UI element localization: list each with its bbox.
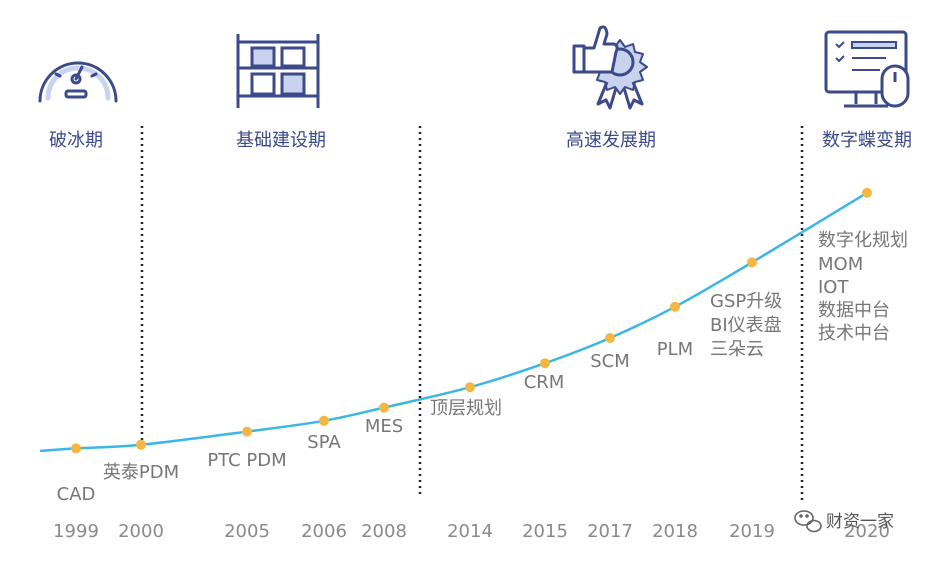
x-tick-2015: 2015 bbox=[522, 521, 568, 542]
phase-label-1: 基础建设期 bbox=[236, 130, 326, 151]
data-point-2008 bbox=[379, 402, 389, 413]
list-2020-item-3: 数据中台 bbox=[818, 300, 890, 321]
point-label-ptc-pdm: PTC PDM bbox=[207, 450, 286, 471]
data-point-2014 bbox=[465, 382, 475, 393]
list-2020-item-2: IOT bbox=[818, 277, 849, 298]
data-point-2005 bbox=[242, 426, 252, 437]
data-point-2020 bbox=[862, 187, 872, 198]
speedometer-icon bbox=[38, 61, 118, 103]
x-tick-2005: 2005 bbox=[224, 521, 270, 542]
point-label-plm: PLM bbox=[657, 339, 693, 360]
point-label-scm: SCM bbox=[590, 351, 630, 372]
list-2019-item-2: 三朵云 bbox=[710, 339, 764, 360]
x-tick-2006: 2006 bbox=[301, 521, 347, 542]
computer-mouse-icon bbox=[824, 30, 910, 108]
x-tick-2020: 2020 bbox=[844, 521, 890, 542]
phase-label-3: 数字蝶变期 bbox=[822, 130, 912, 151]
point-label-cad: CAD bbox=[57, 484, 96, 505]
list-2019-item-0: GSP升级 bbox=[710, 291, 782, 312]
x-tick-1999: 1999 bbox=[53, 521, 99, 542]
point-label-mes: MES bbox=[365, 416, 403, 437]
x-tick-2014: 2014 bbox=[447, 521, 493, 542]
x-tick-2018: 2018 bbox=[652, 521, 698, 542]
point-label-spa: SPA bbox=[307, 432, 341, 453]
data-point-2006 bbox=[319, 415, 329, 426]
warehouse-shelf-icon bbox=[236, 34, 320, 108]
x-tick-2000: 2000 bbox=[118, 521, 164, 542]
x-tick-2008: 2008 bbox=[361, 521, 407, 542]
list-2019-item-1: BI仪表盘 bbox=[710, 315, 782, 336]
list-2020-item-1: MOM bbox=[818, 254, 863, 275]
x-tick-2017: 2017 bbox=[587, 521, 633, 542]
point-label-pdm: 英泰PDM bbox=[103, 462, 179, 483]
watermark-text: 财资一家 bbox=[826, 512, 894, 532]
data-point-2018 bbox=[670, 301, 680, 312]
x-tick-2019: 2019 bbox=[729, 521, 775, 542]
thumbs-up-badge-icon bbox=[572, 25, 648, 110]
phase-label-2: 高速发展期 bbox=[566, 130, 656, 151]
point-label-crm: CRM bbox=[524, 372, 565, 393]
wechat-icon bbox=[794, 510, 822, 533]
data-point-1999 bbox=[71, 443, 81, 454]
curve-annotation: 顶层规划 bbox=[430, 398, 502, 419]
data-point-2015 bbox=[540, 358, 550, 369]
data-point-2000 bbox=[136, 439, 146, 450]
phase-label-0: 破冰期 bbox=[49, 130, 103, 151]
list-2020-item-4: 技术中台 bbox=[818, 323, 890, 344]
list-2020-item-0: 数字化规划 bbox=[818, 230, 908, 251]
data-point-2017 bbox=[605, 333, 615, 343]
watermark: 财资一家 bbox=[794, 510, 894, 533]
data-point-2019 bbox=[747, 257, 757, 268]
